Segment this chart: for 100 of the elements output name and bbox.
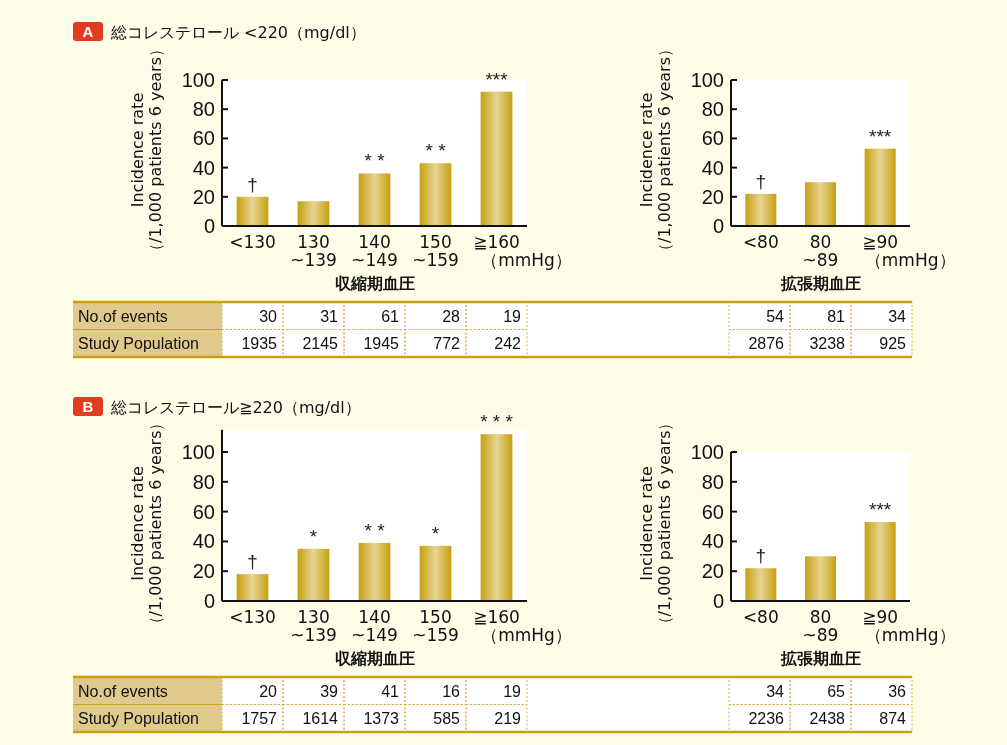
y-tick-label: 20 bbox=[192, 560, 215, 583]
text: 242 bbox=[494, 335, 522, 353]
text: 874 bbox=[879, 710, 907, 728]
text: 54 bbox=[766, 307, 785, 325]
text: 3238 bbox=[809, 335, 846, 353]
text: 1373 bbox=[363, 710, 400, 728]
text: 41 bbox=[381, 682, 400, 700]
text: 219 bbox=[494, 710, 522, 728]
data-label: * * bbox=[425, 140, 447, 162]
text: 19 bbox=[503, 682, 522, 700]
text: 772 bbox=[433, 335, 461, 353]
data-label: *** bbox=[485, 68, 509, 90]
y-tick-label: 40 bbox=[192, 156, 215, 179]
data-label: † bbox=[755, 545, 767, 567]
text: 36 bbox=[888, 682, 907, 700]
x-tick-label: 140 ~149 bbox=[351, 232, 398, 270]
y-tick-label: 60 bbox=[192, 500, 215, 523]
text: 34 bbox=[888, 307, 907, 325]
y-tick-label: 0 bbox=[712, 215, 724, 237]
y-tick-label: 60 bbox=[701, 127, 724, 150]
data-label: † bbox=[247, 173, 258, 195]
text: 19 bbox=[503, 307, 522, 325]
chart-subtitle: 総コレステロール <220（mg/dl） bbox=[110, 23, 366, 42]
text: 20 bbox=[259, 682, 278, 700]
x-axis-title: 収縮期血圧 bbox=[334, 274, 415, 293]
text: 1935 bbox=[241, 335, 278, 353]
y-tick-label: 80 bbox=[192, 98, 215, 121]
x-axis-title: 収縮期血圧 bbox=[334, 649, 415, 668]
data-label: * * bbox=[364, 519, 386, 541]
x-tick-label: <130 bbox=[229, 607, 276, 627]
x-tick-label: <80 bbox=[742, 607, 779, 627]
y-tick-label: 40 bbox=[701, 156, 724, 179]
text: （mmHg） bbox=[481, 250, 572, 270]
x-tick-label: 130 ~139 bbox=[290, 607, 337, 645]
text: 2236 bbox=[748, 710, 785, 728]
x-tick-label: <80 bbox=[742, 232, 779, 252]
y-tick-label: 100 bbox=[690, 441, 724, 463]
text: 81 bbox=[827, 307, 846, 325]
y-tick-label: 20 bbox=[192, 185, 215, 208]
x-axis-title: 拡張期血圧 bbox=[779, 649, 861, 668]
text: （mmHg） bbox=[864, 625, 956, 645]
data-label: * bbox=[309, 525, 318, 547]
text: 30 bbox=[259, 307, 278, 325]
data-label: * * bbox=[364, 150, 386, 172]
data-label: *** bbox=[869, 499, 892, 521]
text: 1757 bbox=[241, 710, 278, 728]
x-tick-label: 150 ~159 bbox=[412, 607, 459, 645]
text: （mmHg） bbox=[481, 625, 572, 645]
y-axis-title: Incidence rate （/1,000 patients 6 years） bbox=[637, 41, 674, 259]
chart-subtitle: 総コレステロール≧220（mg/dl） bbox=[110, 398, 361, 417]
y-tick-label: 40 bbox=[192, 530, 215, 553]
text: 925 bbox=[879, 335, 907, 353]
data-label: † bbox=[755, 170, 767, 192]
x-tick-label: 80 ~89 bbox=[802, 607, 839, 645]
x-tick-label: ≧90 bbox=[862, 232, 899, 252]
title: A bbox=[73, 22, 103, 41]
y-axis-title: Incidence rate （/1,000 patients 6 years） bbox=[128, 41, 165, 259]
y-tick-label: 20 bbox=[701, 185, 724, 208]
text: Study Population bbox=[78, 335, 199, 353]
y-tick-label: 20 bbox=[701, 560, 724, 583]
text: Study Population bbox=[78, 710, 199, 728]
y-tick-label: 40 bbox=[701, 530, 724, 553]
text: 61 bbox=[381, 307, 400, 325]
text: 2438 bbox=[809, 710, 846, 728]
text: （mmHg） bbox=[864, 250, 956, 270]
title: B bbox=[73, 397, 103, 416]
data-label: † bbox=[247, 551, 258, 573]
y-tick-label: 100 bbox=[181, 69, 215, 91]
y-tick-label: 100 bbox=[690, 69, 724, 91]
x-tick-label: ≧160 bbox=[473, 607, 520, 627]
text: 34 bbox=[766, 682, 785, 700]
x-tick-label: <130 bbox=[229, 232, 276, 252]
data-label: * * * bbox=[480, 411, 514, 433]
y-tick-label: 60 bbox=[192, 127, 215, 150]
x-tick-label: 150 ~159 bbox=[412, 232, 459, 270]
x-tick-label: ≧160 bbox=[473, 232, 520, 252]
y-tick-label: 100 bbox=[181, 441, 215, 463]
y-tick-label: 60 bbox=[701, 500, 724, 523]
text: 65 bbox=[827, 682, 846, 700]
text: 2876 bbox=[748, 335, 785, 353]
text: 1945 bbox=[363, 335, 400, 353]
x-tick-label: 140 ~149 bbox=[351, 607, 398, 645]
y-tick-label: 80 bbox=[701, 470, 724, 493]
data-label: *** bbox=[869, 125, 892, 147]
y-tick-label: 80 bbox=[701, 98, 724, 121]
data-label: * bbox=[431, 522, 440, 544]
text: 1614 bbox=[302, 710, 339, 728]
y-axis-title: Incidence rate （/1,000 patients 6 years） bbox=[637, 414, 674, 633]
text: 31 bbox=[320, 307, 339, 325]
x-tick-label: 80 ~89 bbox=[802, 232, 839, 270]
text: No.of events bbox=[78, 307, 168, 325]
x-axis-title: 拡張期血圧 bbox=[779, 274, 861, 293]
y-tick-label: 0 bbox=[712, 590, 724, 612]
text: 39 bbox=[320, 682, 339, 700]
y-axis-title: Incidence rate （/1,000 patients 6 years） bbox=[128, 414, 165, 633]
text: 16 bbox=[442, 682, 461, 700]
text: 28 bbox=[442, 307, 461, 325]
text: 2145 bbox=[302, 335, 339, 353]
y-tick-label: 0 bbox=[203, 215, 215, 237]
y-tick-label: 80 bbox=[192, 470, 215, 493]
